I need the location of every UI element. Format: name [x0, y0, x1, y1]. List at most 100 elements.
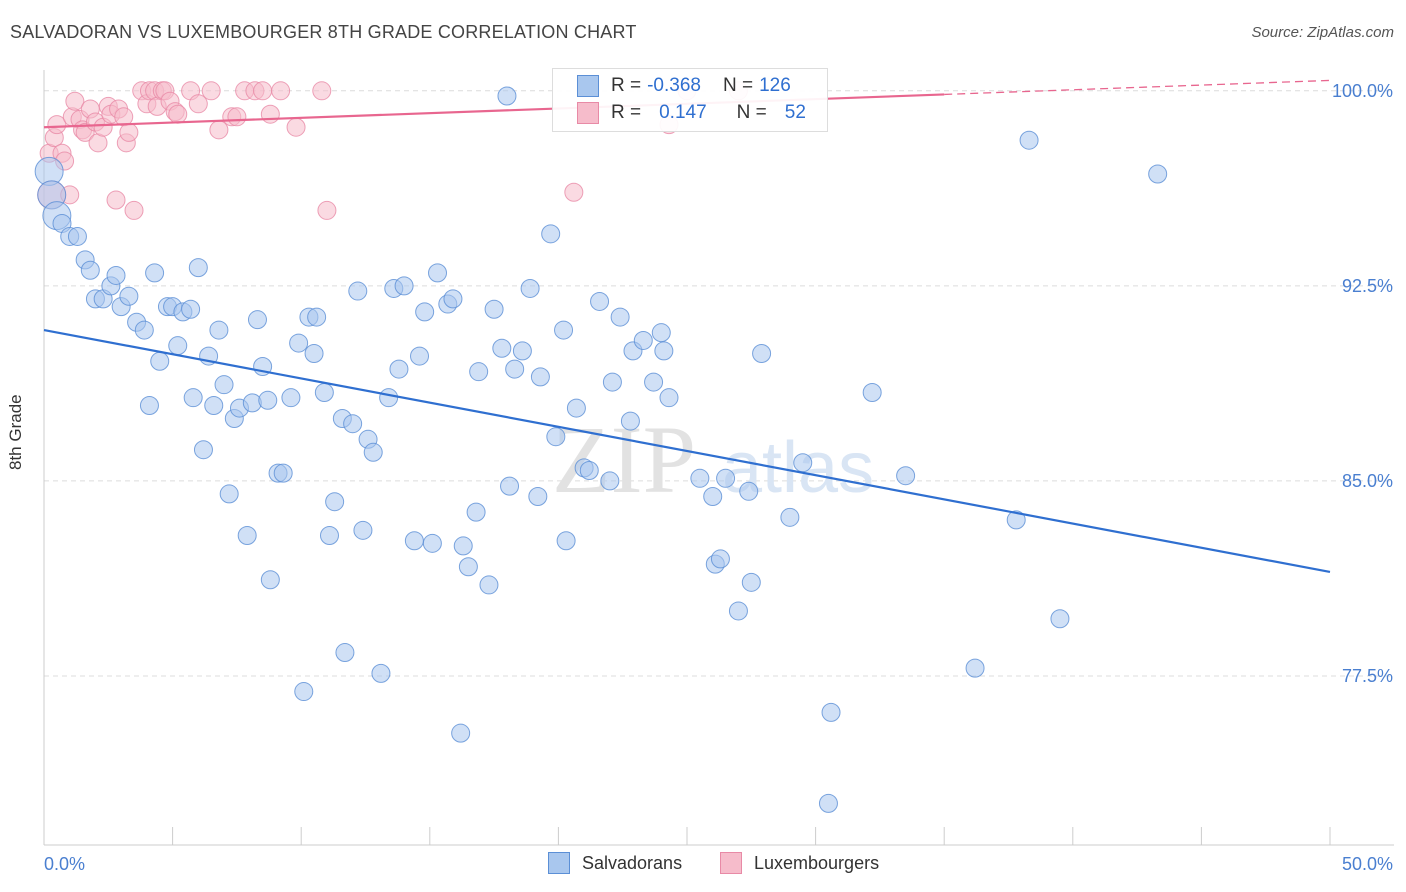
luxembourger-point	[286, 117, 306, 137]
salvadoran-point	[181, 299, 201, 319]
salvadoran-point	[209, 320, 229, 340]
y-tick-label: 100.0%	[1332, 81, 1393, 101]
salvadoran-point	[443, 289, 463, 309]
salvadoran-point	[134, 320, 154, 340]
salvadoran-point	[530, 367, 550, 387]
salvadoran-point	[602, 372, 622, 392]
salvadoran-point	[219, 484, 239, 504]
salvadoran-point	[479, 575, 499, 595]
salvadoran-point	[319, 526, 339, 546]
salvadoran-point	[466, 502, 486, 522]
salvadoran-point	[690, 468, 710, 488]
tick-label-layer: 77.5% 85.0% 92.5% 100.0% 0.0% 50.0%	[44, 81, 1393, 874]
salvadoran-point	[247, 310, 267, 330]
luxembourger-point	[317, 200, 337, 220]
salvadoran-point	[505, 359, 525, 379]
bottom-legend-label: Salvadorans	[582, 852, 683, 873]
luxembourger-point	[201, 81, 221, 101]
legend-r-label: R =	[611, 75, 642, 96]
luxembourger-point	[119, 122, 139, 142]
salvadoran-point	[651, 323, 671, 343]
bottom-legend-salvadorans: Salvadorans	[548, 852, 682, 874]
salvadoran-point	[741, 572, 761, 592]
x-tick-label: 0.0%	[44, 854, 85, 874]
luxembourger-point	[312, 81, 332, 101]
salvadoran-point	[528, 487, 548, 507]
salvadoran-point	[620, 411, 640, 431]
salvadoran-point	[183, 388, 203, 408]
bottom-legend-swatch-blue	[548, 852, 570, 874]
legend-swatch-blue	[577, 75, 599, 97]
salvadoran-point	[739, 481, 759, 501]
luxembourger-point	[106, 190, 126, 210]
salvadoran-point	[394, 276, 414, 296]
bottom-legend-swatch-pink	[720, 852, 742, 874]
salvadoran-point	[752, 343, 772, 363]
legend-row-salvadorans: R = -0.368 N = 126	[577, 73, 791, 99]
salvadoran-point	[314, 382, 334, 402]
salvadoran-point	[294, 682, 314, 702]
luxembourger-point	[188, 94, 208, 114]
salvadoran-point	[119, 286, 139, 306]
salvadoran-point	[716, 468, 736, 488]
salvadoran-point	[579, 461, 599, 481]
legend-n-label: N =	[736, 102, 767, 123]
y-axis-label: 8th Grade	[6, 394, 25, 470]
salvadoran-point	[307, 307, 327, 327]
y-tick-label: 77.5%	[1342, 666, 1393, 686]
salvadoran-point	[404, 531, 424, 551]
salvadoran-point	[1019, 130, 1039, 150]
salvadoran-point	[610, 307, 630, 327]
salvadoran-point	[469, 362, 489, 382]
salvadoran-point	[453, 536, 473, 556]
salvadoran-point	[600, 471, 620, 491]
salvadoran-point	[896, 466, 916, 486]
y-tick-label: 85.0%	[1342, 471, 1393, 491]
salvadoran-point	[484, 299, 504, 319]
salvadoran-point	[818, 793, 838, 813]
salvadoran-point	[289, 333, 309, 353]
salvadoran-point	[556, 531, 576, 551]
salvadoran-point	[348, 281, 368, 301]
salvadoran-point	[258, 390, 278, 410]
salvadoran-point	[492, 338, 512, 358]
salvadoran-point	[633, 330, 653, 350]
salvadoran-point	[353, 520, 373, 540]
legend-n-value: 126	[759, 75, 791, 96]
salvadoran-point	[497, 86, 517, 106]
salvadoran-point	[168, 336, 188, 356]
salvadoran-point	[214, 375, 234, 395]
grid-layer	[44, 90, 1394, 677]
salvadoran-point	[512, 341, 532, 361]
salvadoran-point	[188, 258, 208, 278]
salvadoran-point	[139, 395, 159, 415]
salvadoran-point	[281, 388, 301, 408]
salvadoran-point	[451, 723, 471, 743]
legend-r-value: -0.368	[647, 75, 701, 96]
salvadoran-point	[204, 395, 224, 415]
bottom-legend-label: Luxembourgers	[754, 852, 880, 873]
salvadoran-point	[67, 226, 87, 246]
salvadoran-point	[520, 278, 540, 298]
salvadoran-point	[80, 260, 100, 280]
salvadoran-point	[415, 302, 435, 322]
salvadoran-point	[343, 414, 363, 434]
legend-row-luxembourgers: R = 0.147 N = 52	[577, 100, 806, 126]
salvadoran-point	[304, 343, 324, 363]
luxembourger-point	[124, 200, 144, 220]
salvadoran-point	[590, 291, 610, 311]
salvadoran-point	[260, 570, 280, 590]
salvadoran-point	[965, 658, 985, 678]
salvadoran-point	[862, 382, 882, 402]
salvadoran-point	[422, 533, 442, 553]
legend-r-label: R =	[611, 102, 642, 123]
salvadoran-point	[654, 341, 674, 361]
luxembourger-point	[65, 91, 85, 111]
salvadoran-point	[428, 263, 448, 283]
salvadoran-point	[821, 702, 841, 722]
salvadoran-point	[546, 427, 566, 447]
salvadoran-point	[500, 476, 520, 496]
salvadoran-point	[389, 359, 409, 379]
salvadoran-point	[325, 492, 345, 512]
